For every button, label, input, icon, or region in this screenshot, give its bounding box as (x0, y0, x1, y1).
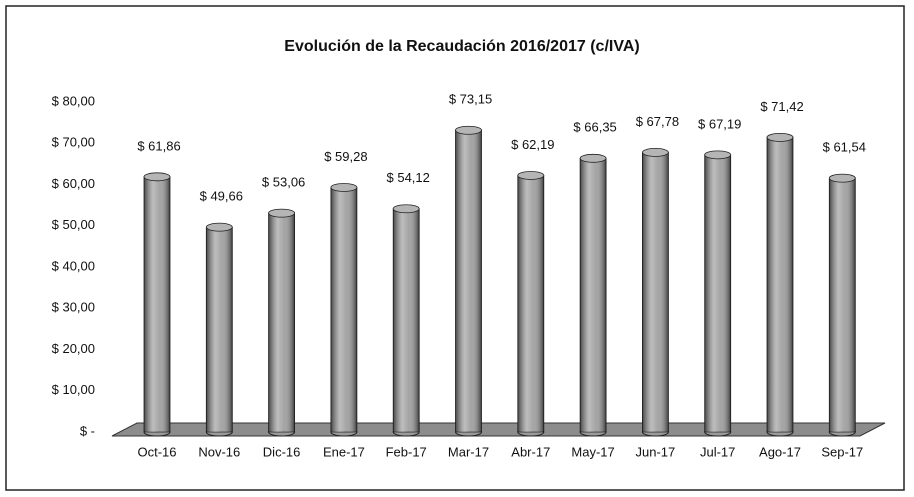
bar-top (268, 208, 296, 218)
bar-shade (767, 137, 793, 432)
value-label: $ 59,28 (324, 149, 367, 164)
x-tick-label: Ago-17 (759, 444, 801, 459)
value-label: $ 54,12 (387, 170, 430, 185)
bar-top (517, 171, 545, 180)
bar-top (143, 172, 171, 182)
x-tick-label: Ene-17 (323, 444, 365, 459)
value-label: $ 71,42 (760, 99, 803, 114)
x-tick-label: Mar-17 (448, 444, 489, 459)
y-tick-label: $ 70,00 (52, 135, 95, 150)
bar-top (579, 153, 607, 163)
y-tick-label: $ 60,00 (52, 176, 95, 191)
y-tick-label: $ - (80, 423, 95, 438)
x-tick-label: Oct-16 (137, 444, 176, 459)
value-label: $ 73,15 (449, 92, 492, 107)
bar-top (455, 125, 482, 135)
bar-shade (206, 227, 233, 432)
y-tick-label: $ 40,00 (52, 258, 95, 273)
x-tick-label: May-17 (571, 444, 614, 459)
bar-shade (517, 175, 544, 432)
bar-shade (330, 187, 357, 432)
x-tick-label: Sep-17 (821, 444, 863, 459)
chart-border (5, 5, 905, 491)
x-tick-label: Feb-17 (386, 444, 427, 459)
bar-top (392, 204, 420, 214)
bar-shade (455, 130, 482, 432)
value-label: $ 49,66 (200, 189, 243, 204)
value-label: $ 61,86 (137, 138, 180, 153)
bar-shade (829, 178, 856, 432)
bar-shade (268, 213, 295, 432)
bar-top (330, 183, 358, 192)
x-tick-label: Nov-16 (198, 444, 240, 459)
value-label: $ 62,19 (511, 137, 554, 152)
bar-shade (704, 154, 731, 432)
bar-top (766, 132, 794, 142)
value-label: $ 67,78 (636, 114, 679, 129)
value-label: $ 67,19 (698, 116, 741, 131)
bar-shade (144, 176, 170, 432)
bar-top (642, 148, 669, 157)
bar-shade (642, 152, 669, 432)
y-tick-label: $ 30,00 (52, 300, 95, 315)
y-tick-label: $ 80,00 (52, 93, 95, 108)
x-tick-label: Abr-17 (511, 444, 550, 459)
x-tick-label: Dic-16 (263, 444, 301, 459)
y-tick-label: $ 50,00 (52, 217, 95, 232)
x-tick-label: Jul-17 (700, 444, 735, 459)
y-tick-label: $ 10,00 (52, 382, 95, 397)
value-label: $ 61,54 (823, 140, 866, 155)
bar-top (828, 173, 856, 183)
y-tick-label: $ 20,00 (52, 341, 95, 356)
bar-shade (580, 158, 607, 432)
x-tick-label: Jun-17 (636, 444, 676, 459)
floor (111, 422, 886, 437)
value-label: $ 53,06 (262, 175, 305, 190)
chart-title: Evolución de la Recaudación 2016/2017 (c… (284, 38, 639, 55)
bar-top (704, 150, 732, 160)
bar-top (205, 222, 233, 232)
value-label: $ 66,35 (573, 120, 616, 135)
bar-shade (393, 208, 420, 432)
